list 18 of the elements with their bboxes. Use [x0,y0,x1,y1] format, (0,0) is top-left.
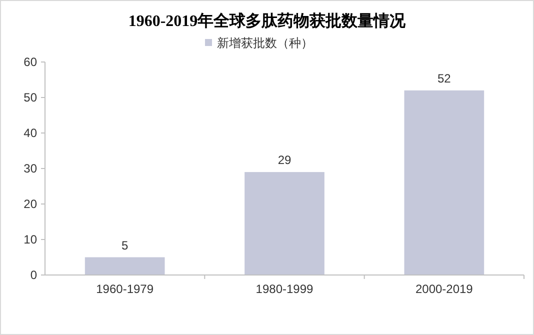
x-tick-label: 1960-1979 [96,282,154,296]
data-label: 29 [278,153,292,168]
y-tick-label: 50 [24,90,38,104]
y-tick-label: 40 [24,126,38,140]
y-tick-label: 10 [24,232,38,246]
data-label: 52 [437,71,452,86]
y-tick-label: 60 [24,55,38,69]
bar [84,257,165,275]
y-tick-label: 0 [30,268,38,282]
bar [244,172,324,275]
x-tick-label: 2000-2019 [415,282,474,296]
legend-label: 新增获批数（种） [217,36,313,50]
chart-title: 1960-2019年全球多肽药物获批数量情况 [128,12,407,30]
data-label: 5 [121,238,128,252]
y-tick-label: 30 [24,162,38,176]
x-tick-label: 1980-1999 [256,282,314,296]
bar [404,90,484,275]
y-tick-label: 20 [24,197,38,211]
